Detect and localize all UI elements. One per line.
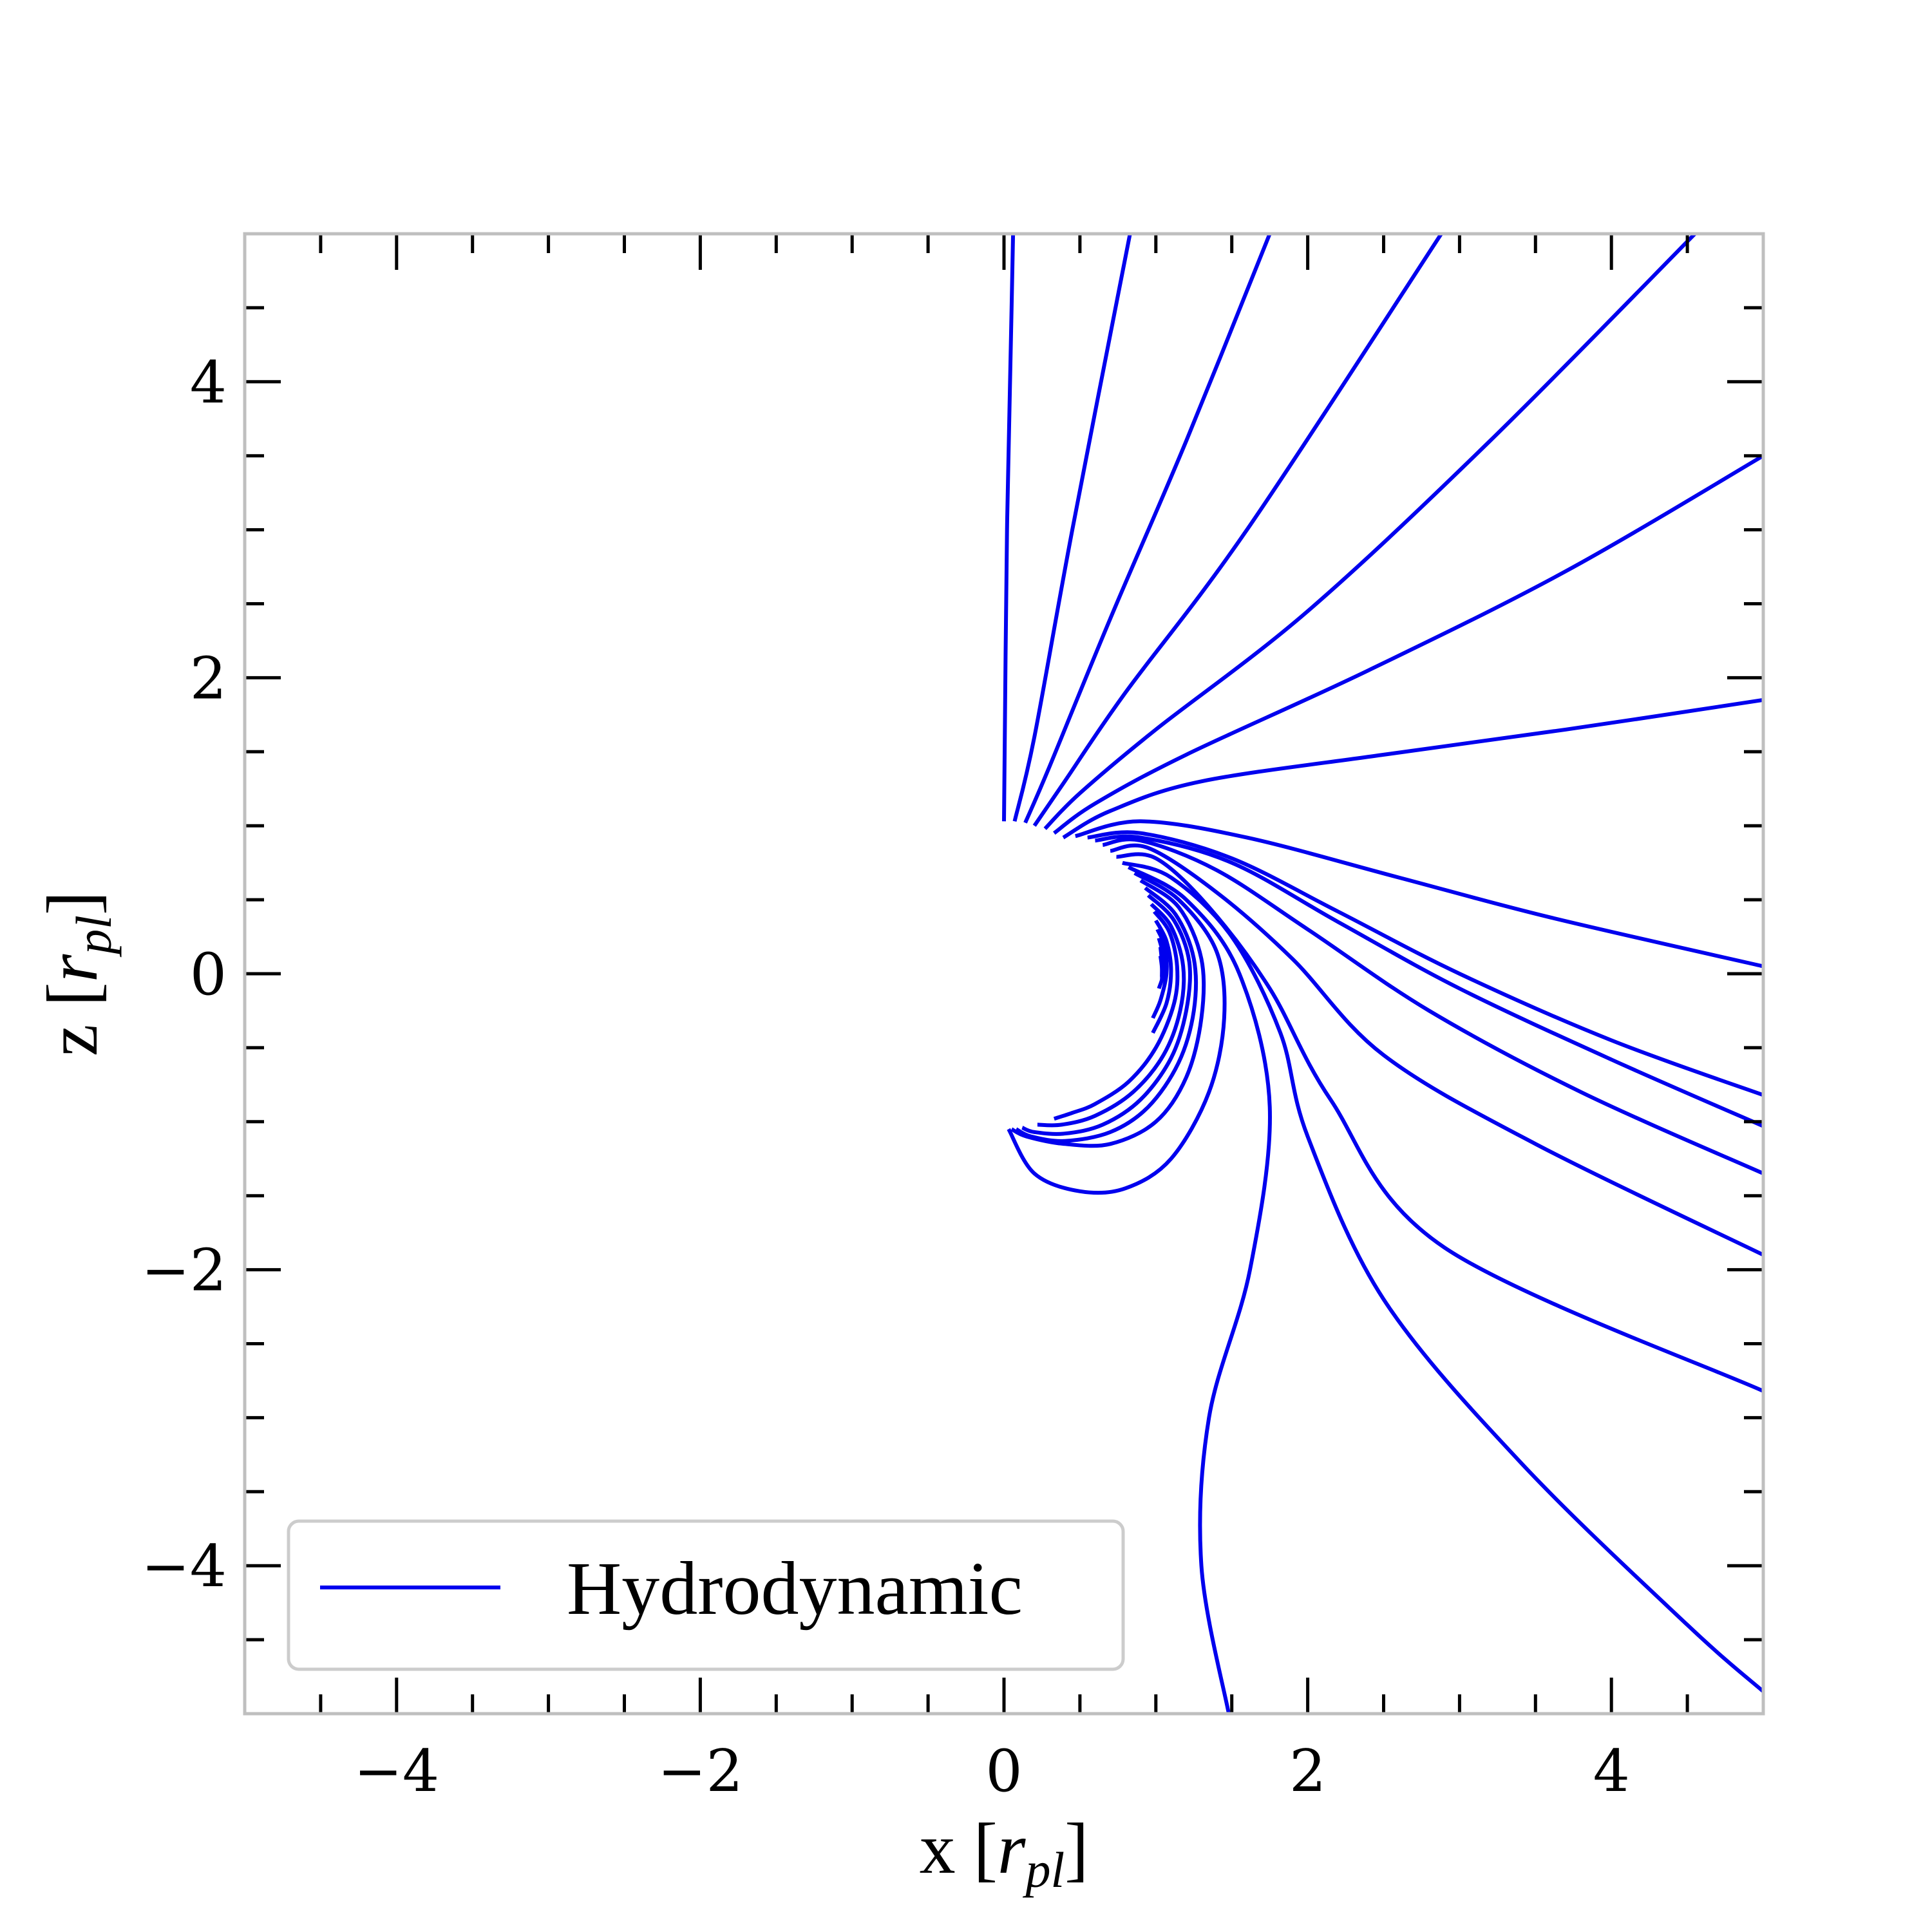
streamline-21 xyxy=(1053,910,1180,1121)
streamline-13 xyxy=(1116,852,1763,1393)
streamline-14 xyxy=(1122,860,1763,1693)
streamline-6 xyxy=(1053,454,1763,835)
tick-labels: −4 −2 0 2 4 −4 −2 0 2 4 xyxy=(141,349,1630,1805)
streamline-11 xyxy=(1102,837,1763,1175)
streamline-10 xyxy=(1095,834,1763,1128)
plot-frame xyxy=(243,232,1765,1716)
legend-label-hydrodynamic: Hydrodynamic xyxy=(567,1546,1023,1631)
streamline-12 xyxy=(1110,843,1763,1257)
streamline-8 xyxy=(1075,819,1763,969)
x-tick-label: 4 xyxy=(1593,1738,1630,1805)
streamline-24 xyxy=(1157,937,1166,989)
legend-box xyxy=(287,1519,1125,1671)
x-tick-label: −4 xyxy=(354,1738,439,1805)
streamline-22 xyxy=(1151,919,1173,1034)
x-axis-title-bracket-open: [ xyxy=(974,1809,998,1889)
streamline-4 xyxy=(1032,234,1443,827)
x-axis-title-symbol: r xyxy=(998,1809,1026,1889)
x-tick-label: 2 xyxy=(1289,1738,1326,1805)
y-axis-title-symbol: r xyxy=(33,954,113,982)
streamline-15 xyxy=(1127,865,1272,1714)
y-axis-title-subscript: pl xyxy=(66,915,122,958)
streamline-16 xyxy=(1007,871,1227,1195)
streamline-9 xyxy=(1087,830,1763,1097)
streamline-20 xyxy=(1037,902,1186,1128)
x-axis-title-subscript: pl xyxy=(1022,1842,1065,1898)
legend: Hydrodynamic xyxy=(287,1519,1125,1671)
y-tick-label: 0 xyxy=(190,941,227,1009)
x-tick-label: 0 xyxy=(985,1738,1022,1805)
streamline-1 xyxy=(1002,234,1016,822)
y-tick-label: 4 xyxy=(190,349,227,417)
y-axis-title-bracket-open: [ xyxy=(33,982,113,1006)
x-axis-title-bracket-close: ] xyxy=(1065,1809,1088,1889)
y-tick-label: −2 xyxy=(141,1237,227,1305)
streamline-7 xyxy=(1062,697,1763,840)
streamline-5 xyxy=(1043,234,1697,830)
streamline-2 xyxy=(1012,234,1132,822)
y-axis-title-bracket-close: ] xyxy=(33,891,113,915)
y-tick-label: −4 xyxy=(141,1533,227,1600)
streamline-23 xyxy=(1151,928,1169,1019)
y-axis-title: z [rpl] xyxy=(33,891,122,1057)
ticks-layer xyxy=(245,234,1763,1714)
y-tick-label: 2 xyxy=(190,645,227,712)
x-tick-label: −2 xyxy=(658,1738,743,1805)
streamline-19 xyxy=(1021,893,1192,1136)
streamline-18 xyxy=(1015,886,1198,1143)
series-layer xyxy=(1002,234,1763,1714)
x-axis-title: x [rpl] xyxy=(920,1809,1089,1898)
y-axis-title-prefix: z xyxy=(33,1025,113,1057)
streamline-3 xyxy=(1023,234,1272,824)
x-axis-title-prefix: x xyxy=(920,1809,956,1889)
